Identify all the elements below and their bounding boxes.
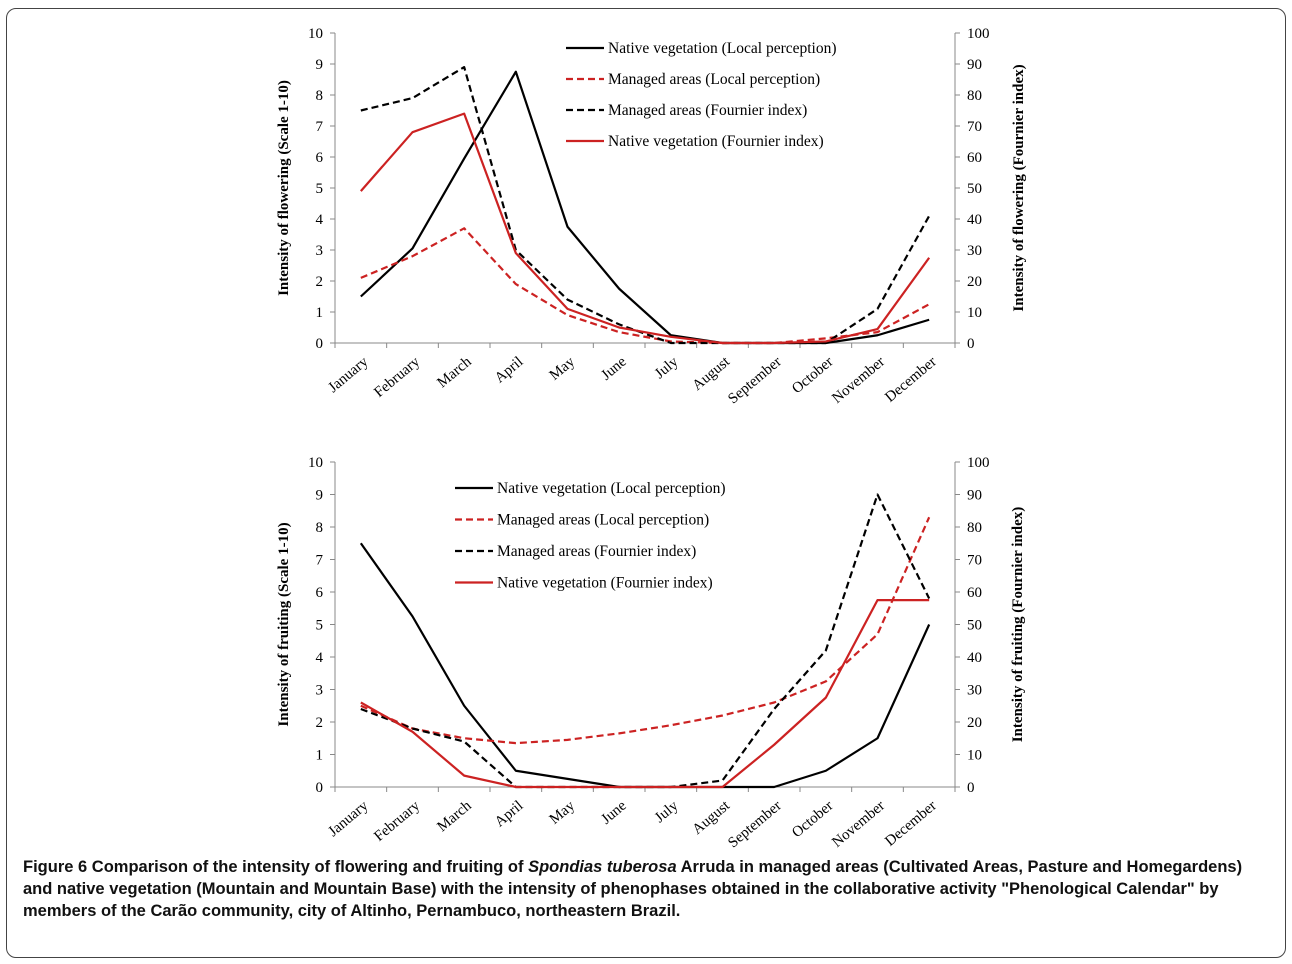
left-tick-label: 0 [316, 780, 324, 796]
series-line-0 [360, 70, 930, 345]
x-tick-label: August [690, 797, 734, 838]
x-tick-label: August [690, 353, 734, 394]
right-tick-label: 20 [967, 715, 982, 731]
x-tick-label: October [789, 798, 836, 841]
right-tick-label: 80 [967, 520, 982, 536]
left-tick-label: 6 [316, 150, 324, 166]
flowering-chart: 0123456789100102030405060708090100Januar… [276, 26, 1027, 407]
x-tick-label: May [547, 353, 579, 383]
right-tick-label: 70 [967, 553, 982, 569]
y-axis-title: Intensity of fruiting (Scale 1-10) [276, 522, 292, 726]
x-tick-label: July [652, 353, 682, 382]
right-tick-label: 50 [967, 618, 982, 634]
right-tick-label: 10 [967, 305, 982, 321]
left-tick-label: 3 [316, 243, 324, 259]
x-tick-label: February [371, 797, 423, 844]
left-tick-label: 6 [316, 585, 324, 601]
legend-label: Managed areas (Local perception) [497, 512, 709, 529]
x-tick-label: December [882, 354, 940, 406]
x-tick-label: February [371, 353, 423, 400]
x-tick-label: November [829, 798, 888, 850]
x-tick-label: December [882, 798, 940, 850]
x-tick-label: June [598, 354, 630, 384]
right-tick-label: 60 [967, 150, 982, 166]
right-tick-label: 30 [967, 683, 982, 699]
left-tick-label: 10 [308, 455, 323, 471]
left-tick-label: 0 [316, 336, 324, 352]
right-tick-label: 10 [967, 748, 982, 764]
x-tick-label: January [325, 797, 371, 840]
left-tick-label: 4 [316, 650, 324, 666]
y2-axis-title: Intensity of fruiting (Fournier index) [1010, 507, 1026, 743]
right-tick-label: 0 [967, 336, 975, 352]
legend-label: Managed areas (Fournier index) [497, 543, 696, 560]
x-tick-label: September [725, 798, 784, 850]
x-tick-label: May [547, 797, 579, 827]
left-tick-label: 9 [316, 488, 324, 504]
x-tick-label: July [652, 797, 682, 826]
x-tick-label: November [829, 354, 888, 407]
left-tick-label: 9 [316, 57, 324, 73]
x-tick-label: April [492, 798, 527, 831]
legend-label: Native vegetation (Local perception) [497, 480, 726, 497]
series-line-1 [360, 516, 931, 745]
right-tick-label: 60 [967, 585, 982, 601]
left-tick-label: 10 [308, 26, 323, 42]
right-tick-label: 90 [967, 488, 982, 504]
right-tick-label: 0 [967, 780, 975, 796]
right-tick-label: 80 [967, 88, 982, 104]
x-tick-label: March [434, 797, 475, 835]
left-tick-label: 2 [316, 274, 324, 290]
left-tick-label: 1 [316, 305, 324, 321]
x-tick-label: September [725, 354, 784, 407]
left-tick-label: 1 [316, 748, 324, 764]
x-tick-label: March [434, 353, 475, 391]
right-tick-label: 100 [967, 26, 990, 42]
x-tick-label: June [598, 798, 630, 828]
series-line-2 [360, 65, 931, 345]
figure-charts: 0123456789100102030405060708090100Januar… [276, 26, 1027, 850]
caption-text-after-italic: Arruda in managed areas (Cultivated Area… [23, 858, 1243, 920]
series-line-1 [360, 227, 930, 345]
y-axis-title: Intensity of flowering (Scale 1-10) [276, 80, 292, 296]
right-tick-label: 90 [967, 57, 982, 73]
figure-caption: Figure 6 Comparison of the intensity of … [23, 856, 1273, 922]
right-tick-label: 40 [967, 212, 982, 228]
left-tick-label: 8 [316, 88, 324, 104]
left-tick-label: 8 [316, 520, 324, 536]
caption-figure-label: Figure 6 [23, 858, 88, 876]
left-tick-label: 7 [316, 553, 324, 569]
series-line-3 [360, 599, 930, 789]
left-tick-label: 2 [316, 715, 324, 731]
figure-frame [6, 8, 1286, 958]
left-tick-label: 7 [316, 119, 324, 135]
legend-label: Native vegetation (Fournier index) [608, 133, 824, 150]
right-tick-label: 30 [967, 243, 982, 259]
legend: Native vegetation (Local perception) Mana… [566, 40, 837, 150]
right-tick-label: 50 [967, 181, 982, 197]
x-tick-label: January [325, 353, 371, 396]
series-line-3 [360, 112, 931, 345]
series-line-2 [360, 493, 931, 789]
right-tick-label: 20 [967, 274, 982, 290]
left-tick-label: 3 [316, 683, 324, 699]
x-tick-label: April [492, 354, 527, 387]
x-tick-label: October [789, 354, 836, 397]
left-tick-label: 5 [316, 181, 324, 197]
left-tick-label: 4 [316, 212, 324, 228]
fruiting-chart: 0123456789100102030405060708090100Januar… [276, 455, 1026, 850]
right-tick-label: 100 [967, 455, 990, 471]
legend-label: Native vegetation (Fournier index) [497, 575, 713, 592]
caption-text-before-italic: Comparison of the intensity of flowering… [87, 858, 529, 876]
legend-label: Managed areas (Local perception) [608, 71, 820, 88]
caption-species-name: Spondias tuberosa [528, 858, 677, 876]
y2-axis-title: Intensity of flowering (Fournier index) [1011, 64, 1027, 311]
legend-label: Managed areas (Fournier index) [608, 102, 807, 119]
legend-label: Native vegetation (Local perception) [608, 40, 837, 57]
left-tick-label: 5 [316, 618, 324, 634]
right-tick-label: 40 [967, 650, 982, 666]
right-tick-label: 70 [967, 119, 982, 135]
legend: Native vegetation (Local perception) Mana… [455, 480, 726, 592]
